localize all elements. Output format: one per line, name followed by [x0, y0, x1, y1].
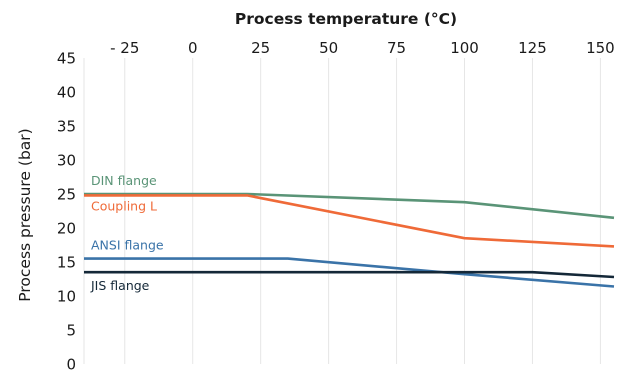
y-tick-label: 35	[57, 118, 76, 136]
y-tick-label: 45	[57, 50, 76, 68]
y-tick-label: 25	[57, 186, 76, 204]
x-tick-label: 100	[450, 39, 479, 57]
series-labels: DIN flange Coupling L ANSI flange JIS flang…	[90, 173, 164, 293]
y-tick-label: 0	[66, 356, 76, 372]
series-lines	[84, 192, 615, 288]
grid-lines	[83, 58, 601, 364]
x-tick-label: 75	[387, 39, 406, 57]
y-tick-label: 10	[57, 288, 76, 306]
series-line-din-flange	[84, 192, 615, 220]
y-axis-title: Process pressure (bar)	[16, 128, 34, 301]
series-label-jis-flange: JIS flange	[90, 278, 150, 293]
x-tick-label: 50	[319, 39, 338, 57]
series-line-coupling-l	[84, 194, 615, 248]
x-tick-label: 125	[518, 39, 547, 57]
series-label-ansi-flange: ANSI flange	[91, 238, 164, 253]
y-tick-label: 40	[57, 84, 76, 102]
x-tick-label: - 25	[110, 39, 139, 57]
series-label-din-flange: DIN flange	[91, 173, 157, 188]
axes: - 25 0 25 50 75 100 125 150 0 5 10 15 20 25 30 35 40 45	[57, 39, 615, 372]
series-line-ansi-flange	[84, 257, 615, 288]
y-tick-label: 15	[57, 254, 76, 272]
y-tick-label: 5	[66, 322, 76, 340]
x-tick-label: 0	[188, 39, 198, 57]
x-axis-title: Process temperature (°C)	[235, 10, 457, 28]
y-tick-label: 20	[57, 220, 76, 238]
series-line-jis-flange	[84, 270, 615, 279]
y-tick-label: 30	[57, 152, 76, 170]
x-tick-label: 150	[586, 39, 615, 57]
series-label-coupling-l: Coupling L	[91, 198, 157, 213]
x-tick-label: 25	[251, 39, 270, 57]
